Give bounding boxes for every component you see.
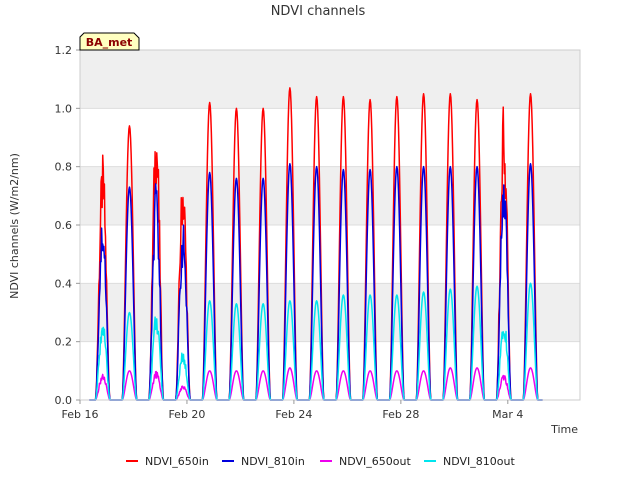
y-tick-label: 0.2 — [55, 336, 73, 349]
series-line-ndvi-810out — [89, 282, 543, 401]
ba-met-badge: BA_met — [79, 32, 140, 51]
grid-band — [80, 50, 580, 109]
y-tick-label: 0.8 — [55, 161, 73, 174]
legend-label: NDVI_650out — [339, 455, 411, 468]
x-axis: Feb 16 Feb 20 Feb 24 Feb 28 Mar 4 — [62, 400, 523, 421]
y-tick-label: 0.0 — [55, 394, 73, 407]
grid-bands — [80, 50, 580, 342]
y-tick-label: 0.4 — [55, 277, 73, 290]
chart-title: NDVI channels — [271, 4, 366, 19]
x-tick-label: Feb 28 — [382, 408, 419, 421]
legend-label: NDVI_810in — [241, 455, 305, 468]
ba-met-badge-label: BA_met — [86, 36, 133, 49]
grid-band — [80, 166, 580, 225]
x-tick-label: Feb 16 — [62, 408, 99, 421]
x-axis-title: Time — [550, 423, 578, 436]
legend-label: NDVI_810out — [443, 455, 515, 468]
grid-band — [80, 283, 580, 342]
series-line-ndvi-650out — [89, 367, 543, 401]
y-tick-label: 1.2 — [55, 44, 73, 57]
y-axis: 0.0 0.2 0.4 0.6 0.8 1.0 1.2 — [55, 44, 80, 407]
y-tick-label: 0.6 — [55, 219, 73, 232]
legend-label: NDVI_650in — [145, 455, 209, 468]
x-tick-label: Feb 20 — [168, 408, 205, 421]
series-line-ndvi-810in — [89, 163, 543, 401]
series-layer — [89, 87, 543, 401]
legend: NDVI_650in NDVI_810in NDVI_650out NDVI_810o… — [126, 455, 515, 468]
y-axis-title: NDVI channels (W/m2/nm) — [8, 153, 21, 299]
y-tick-label: 1.0 — [55, 102, 73, 115]
x-tick-label: Feb 24 — [275, 408, 312, 421]
x-tick-label: Mar 4 — [492, 408, 523, 421]
